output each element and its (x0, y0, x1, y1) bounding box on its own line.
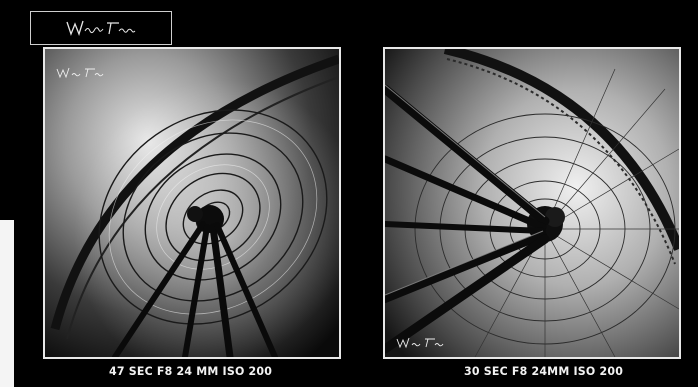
photo-signature-mark (56, 67, 104, 79)
signature-logo-box (30, 11, 172, 45)
photo-frame-left (43, 47, 341, 359)
photo-frame-right (383, 47, 681, 359)
left-edge-strip (0, 0, 14, 387)
caption-left: 47 SEC F8 24 MM ISO 200 (109, 364, 273, 379)
signature-logo-icon (66, 20, 136, 36)
photo-signature-mark (396, 337, 444, 349)
ferris-wheel-blur-photo (45, 49, 339, 357)
caption-right: 30 SEC F8 24MM ISO 200 (464, 364, 624, 379)
ferris-wheel-spokes-photo (385, 49, 679, 357)
